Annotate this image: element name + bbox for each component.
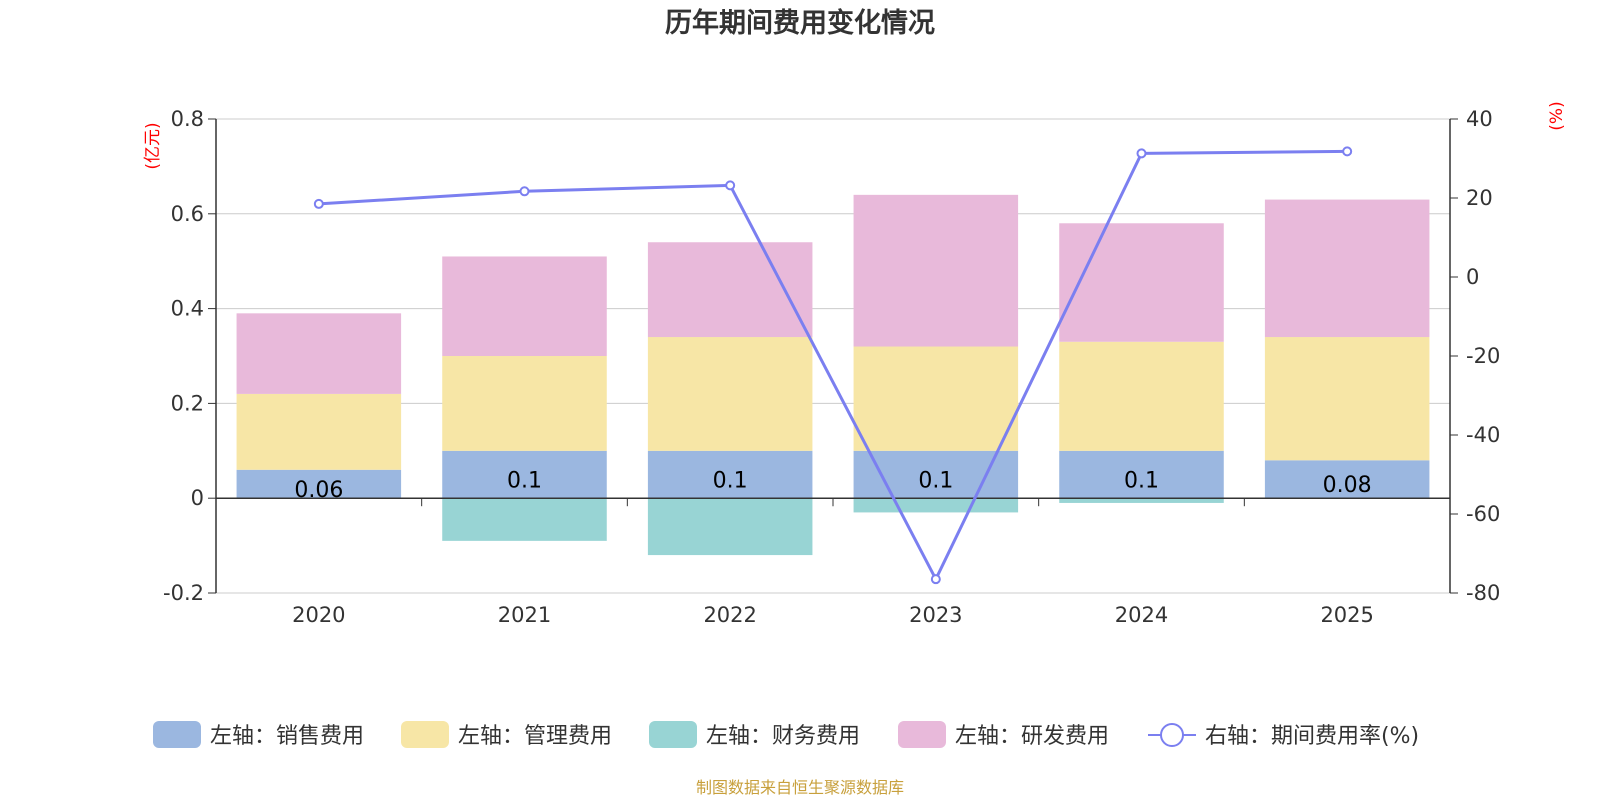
left-tick-label: 0.4 [171, 297, 204, 321]
bar--2022-s2[interactable] [647, 498, 813, 556]
right-tick-label: 20 [1466, 186, 1493, 210]
bar--2024-s3[interactable] [1059, 223, 1224, 342]
bar--2025-s0[interactable] [1264, 460, 1430, 499]
left-tick-label: 0.6 [171, 202, 204, 226]
bar--2024-s1[interactable] [1059, 341, 1224, 451]
bar-series [236, 194, 1430, 556]
legend-item-1[interactable]: 左轴：管理费用 [401, 721, 612, 749]
legend-label: 左轴：销售费用 [210, 724, 364, 749]
bar--2020-s0[interactable] [236, 469, 402, 499]
category-label: 2025 [1320, 603, 1373, 627]
bar-value-label: 0.1 [918, 469, 953, 494]
bar-value-label: 0.1 [713, 469, 748, 494]
bar-value-label: 0.1 [1124, 469, 1159, 494]
category-label: 2023 [909, 603, 962, 627]
legend-item-4[interactable]: 右轴：期间费用率(%) [1148, 723, 1419, 749]
category-label: 2024 [1115, 603, 1168, 627]
line-point-2025[interactable] [1342, 146, 1353, 157]
bar--2023-s2[interactable] [853, 498, 1019, 513]
right-tick-label: 0 [1466, 265, 1479, 289]
legend-swatch [153, 721, 201, 748]
category-label: 2020 [292, 603, 345, 627]
line-series [313, 146, 1353, 585]
bar-value-label: 0.08 [1323, 473, 1372, 498]
legend[interactable]: 左轴：销售费用 左轴：管理费用 左轴：财务费用 左轴：研发费用 右轴：期间费用率(%) [153, 721, 1419, 749]
left-tick-label: -0.2 [163, 581, 204, 605]
legend-item-3[interactable]: 左轴：研发费用 [898, 721, 1109, 749]
chart-title: 历年期间费用变化情况 [665, 7, 935, 39]
bar-value-label: 0.1 [507, 469, 542, 494]
line-point-2022[interactable] [725, 180, 736, 191]
bar--2022-s3[interactable] [647, 242, 813, 338]
source-note: 制图数据来自恒生聚源数据库 [696, 778, 904, 797]
bar--2025-s3[interactable] [1264, 199, 1430, 338]
line-point-2020[interactable] [313, 198, 324, 209]
line-point-2024[interactable] [1136, 148, 1147, 159]
bar--2023-s3[interactable] [853, 194, 1019, 347]
axes: 0.8 0.6 0.4 0.2 0 -0.2 40 20 0 -20 -40 -60 -80 2020 20… [163, 107, 1500, 627]
left-tick-label: 0 [191, 486, 204, 510]
bar--2021-s2[interactable] [442, 498, 607, 541]
right-tick-label: -20 [1466, 344, 1500, 368]
bar--2021-s3[interactable] [442, 256, 607, 356]
bar--2024-s2[interactable] [1059, 498, 1224, 503]
bar-value-label: 0.06 [294, 478, 343, 503]
right-tick-label: -80 [1466, 581, 1500, 605]
bar--2021-s0[interactable] [442, 450, 607, 499]
bar--2021-s1[interactable] [442, 356, 607, 451]
right-axis-unit: (%) [1547, 101, 1567, 130]
data-labels: 0.06 0.1 0.1 0.1 0.1 0.08 [294, 469, 1371, 503]
left-tick-label: 0.8 [171, 107, 204, 131]
bar--2025-s1[interactable] [1264, 337, 1430, 461]
line-point-2021[interactable] [519, 186, 530, 197]
category-label: 2022 [703, 603, 756, 627]
bar--2024-s0[interactable] [1059, 450, 1224, 499]
line-expense-ratio [318, 149, 1348, 583]
bar--2020-s1[interactable] [236, 393, 402, 470]
legend-swatch [898, 721, 946, 748]
right-tick-label: -60 [1466, 502, 1500, 526]
line-point-2023[interactable] [930, 574, 941, 585]
left-axis-unit: (亿元) [143, 122, 163, 169]
bar--2023-s1[interactable] [853, 346, 1019, 451]
legend-item-0[interactable]: 左轴：销售费用 [153, 721, 364, 749]
gridlines [216, 118, 1450, 594]
legend-label: 左轴：研发费用 [955, 724, 1109, 749]
legend-swatch [649, 721, 697, 748]
legend-swatch [401, 721, 449, 748]
left-tick-label: 0.2 [171, 391, 204, 415]
legend-item-2[interactable]: 左轴：财务费用 [649, 721, 860, 749]
category-label: 2021 [498, 603, 551, 627]
right-tick-label: 40 [1466, 107, 1493, 131]
bar--2020-s3[interactable] [236, 313, 402, 394]
right-tick-label: -40 [1466, 423, 1500, 447]
legend-label: 右轴：期间费用率(%) [1205, 724, 1419, 749]
bar--2022-s0[interactable] [647, 450, 813, 499]
legend-label: 左轴：财务费用 [706, 724, 860, 749]
legend-label: 左轴：管理费用 [458, 724, 612, 749]
legend-marker [1160, 723, 1184, 747]
bar--2022-s1[interactable] [647, 337, 813, 451]
